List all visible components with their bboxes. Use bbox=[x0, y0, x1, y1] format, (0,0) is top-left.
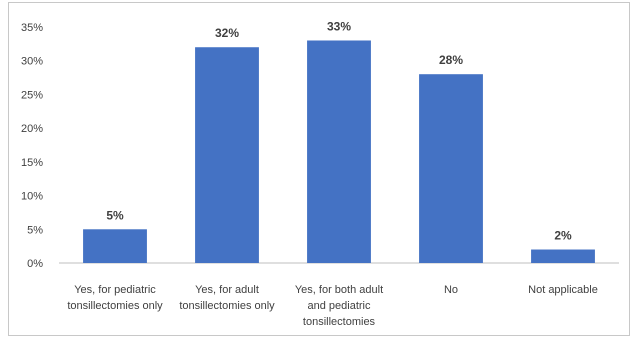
y-tick-label: 30% bbox=[21, 56, 43, 68]
bar bbox=[83, 229, 147, 263]
bar bbox=[195, 47, 259, 263]
data-label: 32% bbox=[215, 26, 239, 40]
y-tick-label: 0% bbox=[27, 258, 43, 270]
y-tick-label: 20% bbox=[21, 123, 43, 135]
bar bbox=[307, 40, 371, 263]
data-label: 28% bbox=[439, 53, 463, 67]
x-tick-label: tonsillectomies bbox=[303, 316, 376, 328]
x-tick-label: and pediatric bbox=[308, 300, 371, 312]
x-tick-label: Yes, for pediatric bbox=[74, 284, 156, 296]
x-tick-label: No bbox=[444, 284, 458, 296]
y-tick-label: 10% bbox=[21, 191, 43, 203]
data-label: 2% bbox=[554, 229, 572, 243]
data-label: 5% bbox=[106, 208, 124, 222]
data-label: 33% bbox=[327, 19, 351, 33]
x-tick-label: Not applicable bbox=[528, 284, 598, 296]
bar bbox=[419, 74, 483, 263]
bar-chart: 0% 5% 10% 15% 20% 25% 30% 35% 5% Yes, for pediatr… bbox=[21, 19, 619, 328]
x-tick-label: tonsillectomies only bbox=[67, 300, 163, 312]
y-tick-label: 5% bbox=[27, 224, 43, 236]
bar bbox=[531, 249, 595, 263]
x-tick-label: tonsillectomies only bbox=[179, 300, 275, 312]
y-tick-label: 15% bbox=[21, 157, 43, 169]
x-tick-label: Yes, for adult bbox=[195, 284, 259, 296]
x-tick-label: Yes, for both adult bbox=[295, 284, 383, 296]
chart-frame: 0% 5% 10% 15% 20% 25% 30% 35% 5% Yes, for pediatr… bbox=[8, 2, 630, 336]
y-tick-label: 35% bbox=[21, 22, 43, 34]
y-tick-label: 25% bbox=[21, 89, 43, 101]
